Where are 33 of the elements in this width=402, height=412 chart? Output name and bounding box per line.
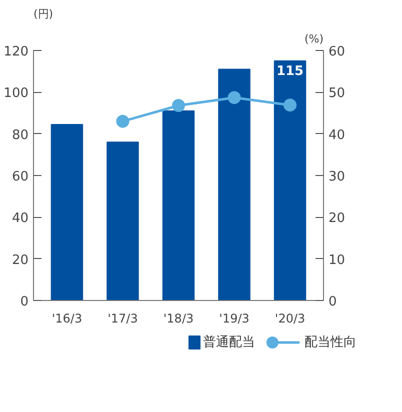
y2-tick-label: 50 bbox=[328, 86, 346, 102]
y-tick-label: 40 bbox=[12, 211, 29, 226]
y2-tick-label: 30 bbox=[328, 170, 346, 184]
y-axis-title: (円) bbox=[34, 8, 54, 20]
x-tick-label: '17/3 bbox=[108, 312, 138, 326]
y-tick-label: 0 bbox=[20, 294, 29, 310]
bar bbox=[274, 60, 306, 300]
y2-tick-label: 10 bbox=[328, 252, 346, 268]
y-tick-label: 80 bbox=[12, 128, 29, 143]
x-tick-label: '18/3 bbox=[163, 312, 194, 326]
y2-tick-label: 0 bbox=[328, 294, 337, 310]
point bbox=[172, 99, 185, 112]
y2-tick-label: 40 bbox=[328, 128, 346, 143]
bar bbox=[162, 110, 195, 300]
bar bbox=[218, 68, 250, 300]
annotation: 115 bbox=[276, 64, 304, 79]
legend-label: 普通配当 bbox=[202, 334, 255, 350]
point bbox=[116, 114, 130, 128]
x-tick-label: '19/3 bbox=[219, 312, 250, 326]
point bbox=[284, 98, 297, 112]
legend-label: 配当性向 bbox=[304, 335, 357, 350]
x-tick-label: '16/3 bbox=[52, 312, 82, 326]
y2-tick-label: 60 bbox=[328, 44, 346, 60]
bar bbox=[50, 124, 84, 300]
y2-axis-title: (%) bbox=[304, 32, 324, 46]
y2-tick-label: 20 bbox=[328, 211, 346, 226]
bar bbox=[106, 142, 139, 300]
point bbox=[228, 91, 241, 104]
x-tick-label: '20/3 bbox=[274, 312, 306, 326]
y-tick-label: 20 bbox=[12, 252, 29, 268]
y-tick-label: 60 bbox=[12, 170, 29, 184]
y-tick-label: 120 bbox=[4, 44, 29, 60]
y-tick-label: 100 bbox=[4, 86, 29, 102]
